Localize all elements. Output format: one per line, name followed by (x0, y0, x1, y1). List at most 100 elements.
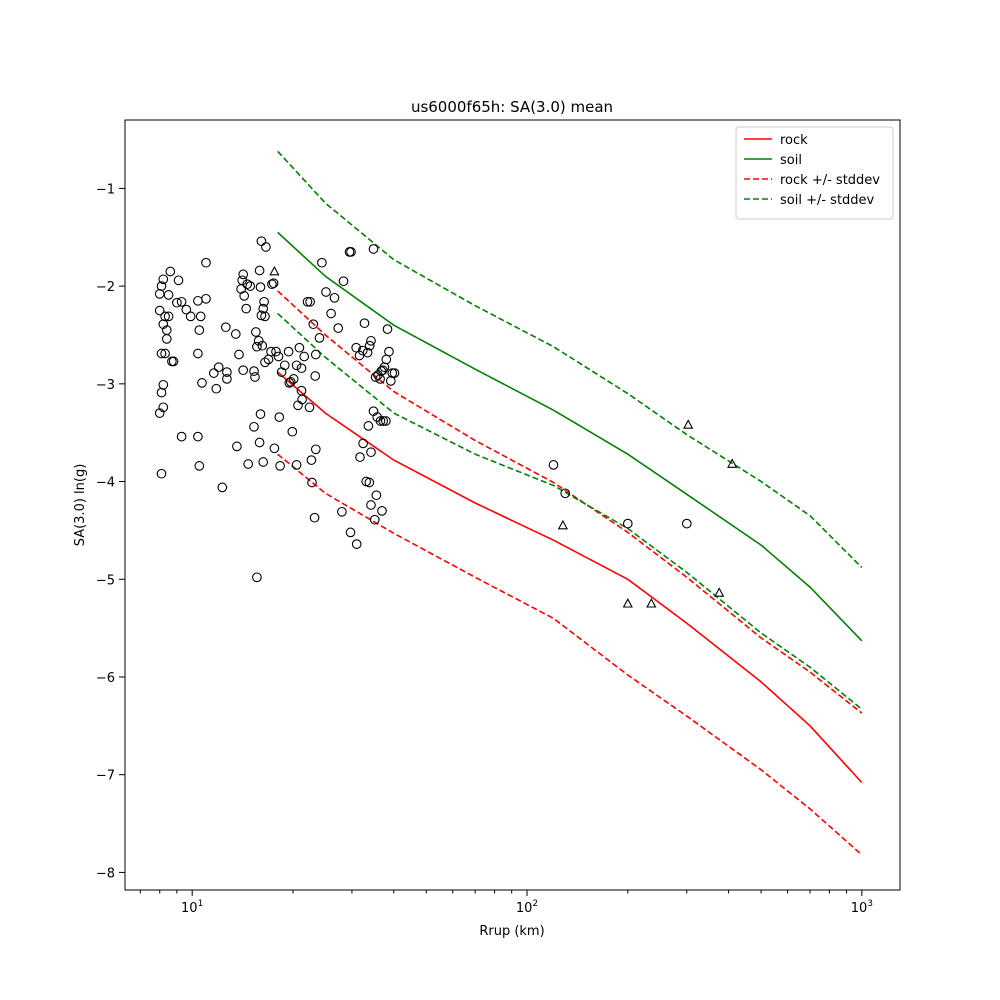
data-point-circle (242, 279, 253, 290)
data-point-circle (271, 346, 281, 357)
data-point-triangle (714, 587, 725, 597)
data-point-circle (217, 482, 228, 493)
data-point-circle (384, 346, 394, 357)
data-point-circle (266, 346, 276, 357)
data-point-circle (681, 518, 692, 529)
data-point-circle (371, 490, 382, 501)
data-point-circle (362, 347, 373, 358)
data-point-circle (245, 281, 256, 291)
data-point-triangle (646, 598, 657, 608)
data-point-circle (154, 408, 165, 418)
data-point-circle (249, 366, 259, 376)
data-point-circle (176, 296, 187, 307)
data-point-circle (261, 242, 271, 252)
data-point-circle (279, 360, 290, 371)
data-point-circle (254, 437, 265, 448)
data-point-circle (156, 468, 167, 479)
data-point-circle (211, 383, 222, 394)
data-point-circle (346, 247, 356, 257)
data-point-triangle (683, 419, 694, 429)
data-point-triangle (727, 458, 738, 468)
data-point-circle (310, 371, 321, 381)
data-point-circle (254, 265, 265, 276)
data-point-circle (309, 512, 320, 523)
data-point-triangle (557, 519, 569, 530)
data-point-circle (156, 348, 167, 359)
data-point-circle (161, 334, 172, 344)
data-point-circle (307, 477, 317, 488)
data-point-circle (273, 351, 284, 362)
data-point-circle (208, 368, 219, 378)
lines-layer (277, 150, 863, 856)
data-point-circle (252, 572, 262, 583)
data-point-circle (258, 457, 269, 467)
data-point-circle (257, 340, 268, 351)
data-point-circle (252, 341, 262, 352)
data-point-circle (329, 292, 340, 303)
data-point-circle (321, 287, 331, 297)
data-point-circle (193, 431, 203, 442)
data-point-circle (548, 460, 559, 470)
data-point-circle (368, 406, 379, 417)
data-point-circle (366, 500, 376, 510)
data-point-circle (222, 367, 232, 377)
data-point-circle (326, 308, 336, 319)
y-tick-label: −2 (96, 280, 115, 295)
data-point-circle (351, 539, 362, 549)
data-point-triangle (269, 265, 280, 276)
legend-label: soil +/- stddev (780, 193, 875, 208)
data-point-circle (337, 506, 347, 517)
data-point-circle (622, 518, 633, 529)
data-point-circle (285, 377, 296, 387)
x-axis: 101 102 103 (139, 890, 873, 916)
data-point-circle (243, 459, 254, 469)
data-point-circle (357, 345, 368, 356)
data-point-circle (197, 378, 207, 388)
data-point-circle (370, 372, 381, 382)
legend: rock soil rock +/- stddev soil +/- stddev (735, 126, 894, 220)
data-point-circle (267, 279, 277, 290)
data-point-circle (213, 362, 224, 373)
data-point-circle (317, 257, 327, 268)
data-point-circle (284, 378, 295, 388)
data-point-circle (302, 296, 313, 307)
plot-area (124, 119, 901, 891)
y-tick-label: −6 (96, 671, 115, 686)
data-point-circle (176, 431, 187, 442)
data-point-circle (364, 340, 375, 351)
legend-label: rock +/- stddev (780, 173, 880, 188)
data-point-circle (296, 385, 307, 396)
data-point-circle (158, 319, 169, 330)
data-point-circle (255, 282, 266, 292)
x-axis-title: Rrup (km) (479, 924, 544, 939)
data-point-circle (382, 324, 393, 334)
legend-box (735, 126, 894, 220)
data-point-circle (163, 311, 174, 322)
data-point-circle (260, 357, 270, 368)
data-point-circle (154, 289, 165, 299)
data-point-circle (165, 266, 176, 277)
data-point-circle (268, 278, 279, 289)
data-point-circle (185, 311, 196, 322)
chart-title: us6000f65h: SA(3.0) mean (411, 98, 613, 116)
legend-label: rock (780, 133, 808, 148)
data-point-circle (358, 438, 368, 449)
data-point-circle (158, 274, 169, 285)
data-point-circle (201, 257, 211, 268)
x-tick-label: 103 (851, 899, 873, 916)
plot-frame (124, 119, 901, 891)
data-point-circle (338, 276, 349, 287)
data-point-circle (310, 349, 321, 360)
data-point-circle (251, 327, 261, 337)
series-line-rock (277, 371, 863, 784)
data-point-circle (255, 409, 266, 419)
data-point-circle (194, 325, 205, 335)
data-point-circle (366, 335, 376, 346)
data-point-circle (249, 421, 259, 432)
legend-label: soil (780, 153, 802, 168)
y-tick-label: −7 (96, 769, 115, 784)
data-point-circle (250, 372, 260, 382)
data-point-circle (222, 374, 232, 384)
data-point-circle (160, 348, 170, 359)
